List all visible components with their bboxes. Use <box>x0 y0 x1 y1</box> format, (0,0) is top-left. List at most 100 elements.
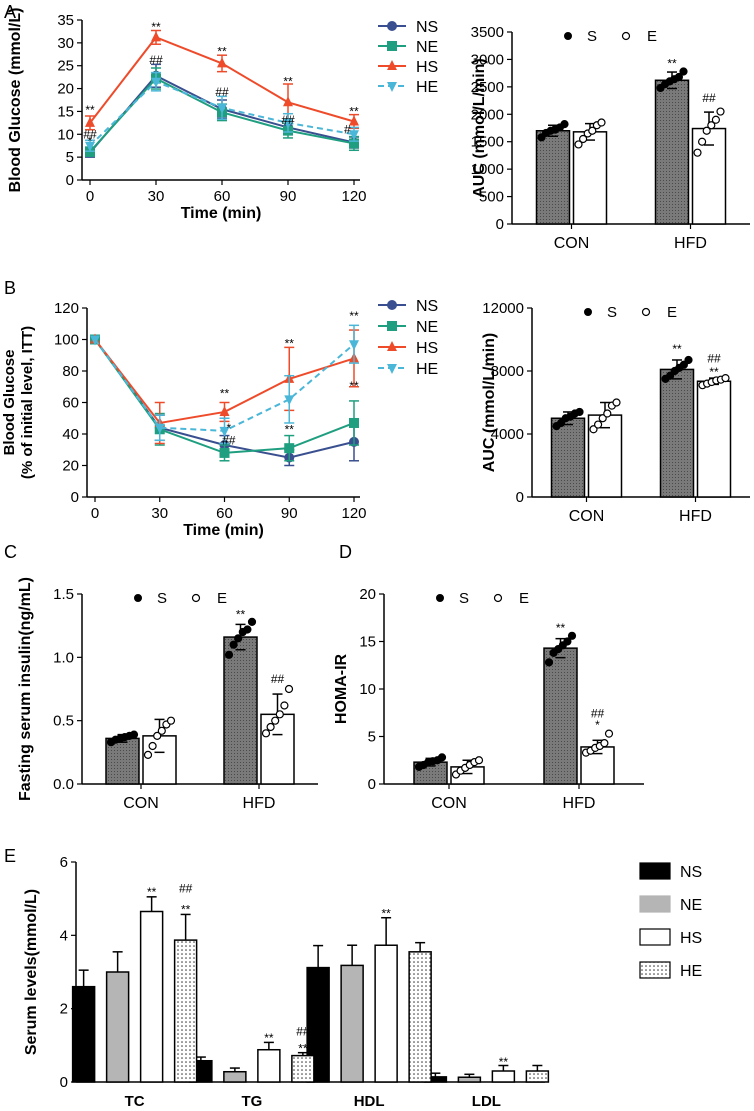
significance-mark: ## <box>179 881 193 895</box>
x-tick-label: HFD <box>679 508 712 525</box>
sample-point-e <box>612 398 621 407</box>
y-tick-label: 20 <box>359 586 376 603</box>
sample-point-e <box>143 750 153 759</box>
bar-he <box>173 939 198 1083</box>
sample-point-s <box>563 637 572 646</box>
legend-label-ne: NE <box>416 319 438 336</box>
y-axis-label: (% of initial level, ITT) <box>19 326 36 479</box>
y-tick-label: 5 <box>66 149 74 166</box>
sample-point-e <box>589 425 598 434</box>
legend-label-ns: NS <box>680 864 702 881</box>
y-tick-label: 80 <box>62 363 79 380</box>
sample-point-e <box>284 684 294 694</box>
legend-marker-s <box>436 594 444 602</box>
significance-mark: ** <box>220 386 230 400</box>
legend-label-hs: HS <box>680 930 702 947</box>
y-tick-label: 1.0 <box>53 649 74 666</box>
sample-point-e <box>148 741 157 751</box>
bar-e <box>260 713 295 785</box>
data-point-hs <box>151 31 161 42</box>
sample-point-e <box>593 420 603 429</box>
sample-point-e <box>578 134 588 144</box>
bar-hs <box>139 910 164 1083</box>
y-tick-label: 5 <box>368 729 376 746</box>
legend-swatch-ne <box>639 895 671 913</box>
data-point-hs <box>283 96 293 107</box>
bar-s <box>223 636 258 785</box>
significance-mark: ** <box>499 1055 509 1069</box>
sample-point-e <box>261 729 271 738</box>
x-tick-label: 0 <box>86 188 94 205</box>
significance-mark: ** <box>349 379 359 393</box>
legend-label-ns: NS <box>416 298 438 315</box>
sample-point-s <box>674 72 684 82</box>
sample-point-e <box>711 115 721 124</box>
legend-marker-he <box>387 364 397 374</box>
data-point-he <box>284 395 295 406</box>
x-tick-label: CON <box>569 508 605 525</box>
legend-label-hs: HS <box>416 340 438 357</box>
legend-label-he: HE <box>680 963 702 980</box>
legend-marker-e <box>191 593 201 603</box>
significance-mark: ** <box>147 885 157 899</box>
legend-marker-e <box>621 31 631 41</box>
sample-point-s <box>234 634 243 643</box>
legend-marker-s <box>584 308 592 316</box>
x-tick-label: HDL <box>354 1093 385 1110</box>
y-tick-label: 1500 <box>471 134 504 151</box>
bar-hs <box>491 1070 516 1083</box>
significance-mark: ## <box>281 113 295 127</box>
significance-mark: * <box>595 718 600 732</box>
y-axis-label: Blood Glucose (mmol/L) <box>7 8 24 193</box>
y-tick-label: 0 <box>516 489 524 506</box>
legend-label-s: S <box>607 304 617 321</box>
significance-mark: ## <box>271 672 285 686</box>
y-axis-label: AUC (mmol/L/min) <box>481 333 498 473</box>
legend-label-s: S <box>157 590 167 607</box>
chart-fasting-insulin: 0.0 0.5 1.0 1.5 Fasting serum insulin(ng/mL)… <box>17 577 318 812</box>
data-point-hs <box>85 116 95 127</box>
significance-mark: ## <box>215 85 229 99</box>
bar-he <box>291 1054 315 1083</box>
data-point-he <box>151 77 161 88</box>
significance-mark: ** <box>264 1031 274 1045</box>
y-tick-label: 20 <box>57 81 74 98</box>
y-tick-label: 100 <box>54 332 79 349</box>
sample-point-s <box>684 355 693 365</box>
significance-mark: ** <box>709 365 719 379</box>
significance-mark: ## <box>707 351 721 365</box>
sample-point-s <box>575 407 584 417</box>
sample-point-e <box>280 701 289 710</box>
significance-mark: ** <box>667 56 677 70</box>
sample-point-s <box>229 640 238 649</box>
significance-mark: ** <box>285 422 295 436</box>
y-tick-label: 500 <box>479 189 504 206</box>
significance-mark: ** <box>217 45 227 59</box>
sample-point-e <box>702 126 711 135</box>
significance-mark: ## <box>83 127 97 141</box>
sample-point-e <box>604 729 614 738</box>
data-point-he <box>85 141 95 152</box>
bar-hs <box>374 944 398 1083</box>
legend-label-e: E <box>647 28 657 45</box>
x-tick-label: 30 <box>151 505 168 522</box>
significance-mark: ## <box>149 53 163 67</box>
x-tick-label: 60 <box>214 188 231 205</box>
sample-point-e <box>166 716 176 725</box>
sample-point-e <box>574 140 583 149</box>
sample-point-s <box>224 650 234 659</box>
y-tick-label: 20 <box>62 458 79 475</box>
x-tick-label: CON <box>431 795 467 812</box>
sample-point-e <box>707 121 716 130</box>
sample-point-e <box>157 726 166 735</box>
significance-mark: ** <box>283 74 293 88</box>
chart-glucose-tolerance: 0 5 10 15 20 25 30 35 Blood Glucose (mmol/L) 0 30 6… <box>7 8 438 222</box>
x-tick-label: 120 <box>341 505 366 522</box>
bar-e <box>142 735 177 785</box>
y-tick-label: 25 <box>57 58 74 75</box>
data-point-ne <box>284 443 295 454</box>
data-point-hs <box>349 115 359 126</box>
y-tick-label: 4000 <box>491 426 524 443</box>
data-point-hs <box>217 57 227 68</box>
